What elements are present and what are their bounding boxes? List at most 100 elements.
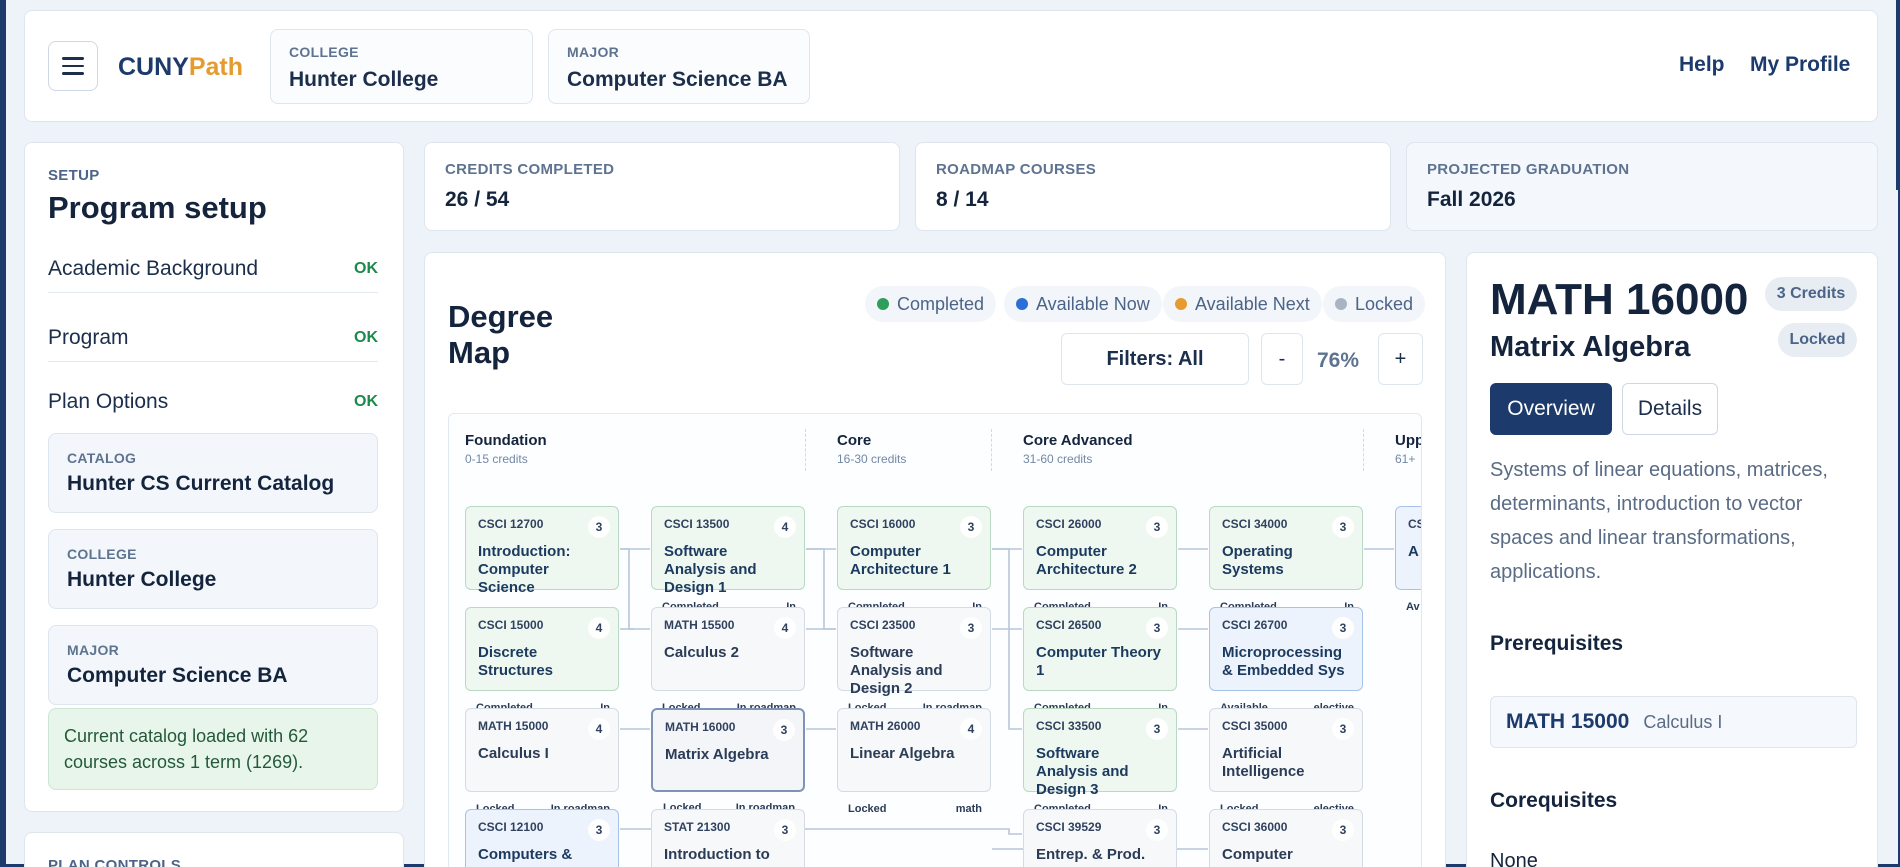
prerequisite-item[interactable]: MATH 15000 Calculus I [1490, 696, 1857, 748]
course-node-code: CSCI 12700 [478, 517, 544, 531]
course-node-credits: 3 [1332, 516, 1354, 538]
course-node-status: Av No [1406, 601, 1421, 613]
college-selector-label: COLLEGE [289, 44, 359, 60]
available-now-dot-icon [1016, 298, 1028, 310]
course-node[interactable]: MATH 16000 3 Matrix Algebra Locked In roadma… [651, 708, 805, 814]
course-node-credits: 3 [1332, 819, 1354, 841]
major-selector-value: Computer Science BA [567, 68, 788, 91]
step-plan-options[interactable]: Plan Options OK [48, 390, 378, 413]
tab-overview[interactable]: Overview [1490, 383, 1612, 435]
course-node-code: CSCI 33500 [1036, 719, 1102, 733]
course-node-name: Computer Architecture 2 [1036, 543, 1137, 578]
status-badge: OK [354, 393, 378, 410]
legend-available-next: Available Next [1163, 286, 1322, 322]
course-node-name: Software Analysis and Design 1 [664, 543, 757, 596]
legend-locked: Locked [1323, 286, 1426, 322]
course-node-name: Matrix Algebra [665, 746, 769, 763]
course-detail-panel: MATH 16000 Matrix Algebra 3 Credits Lock… [1466, 252, 1878, 867]
tab-details[interactable]: Details [1622, 383, 1718, 435]
major-selector-label: MAJOR [567, 44, 620, 60]
column-core: Core 16-30 credits [837, 432, 907, 466]
college-selector[interactable]: COLLEGE Hunter College [270, 29, 533, 104]
course-node-code: CSCI 36000 [1222, 820, 1288, 834]
zoom-in-button[interactable]: + [1378, 333, 1423, 385]
available-next-dot-icon [1175, 298, 1187, 310]
stat-projected-graduation: PROJECTED GRADUATION Fall 2026 [1406, 142, 1878, 231]
course-node[interactable]: CSCI 26700 3 Microprocessing & Embedded Sy… [1209, 607, 1363, 714]
degree-map-panel: Degree Map Completed Available Now Avail… [424, 252, 1446, 867]
plan-controls-panel: PLAN CONTROLS [24, 832, 404, 867]
degree-map-canvas[interactable]: Foundation 0-15 credits Core 16-30 credits… [448, 413, 1422, 867]
course-node-name: Artificial Intelligence [1222, 745, 1305, 780]
course-node-status: Locked math [848, 803, 982, 815]
course-node-name: Operating Systems [1222, 543, 1293, 578]
course-node[interactable]: CSCI 33500 3 Software Analysis and Design … [1023, 708, 1177, 815]
column-upper: Upp 61+ [1395, 432, 1422, 466]
course-node-name: Computer Theory 1 [1036, 644, 1162, 679]
step-program[interactable]: Program OK [48, 314, 378, 362]
course-node-code: MATH 16000 [665, 720, 736, 734]
help-link[interactable]: Help [1679, 53, 1725, 76]
zoom-out-button[interactable]: - [1261, 333, 1303, 385]
corequisites-value: None [1490, 850, 1538, 867]
course-node-credits: 4 [774, 617, 796, 639]
course-node-name: Computer Architecture 1 [850, 543, 951, 578]
course-node-code: CSCI 34000 [1222, 517, 1288, 531]
course-description: Systems of linear equations, matrices, d… [1490, 459, 1828, 583]
legend-completed: Completed [865, 286, 997, 322]
legend-available-now: Available Now [1004, 286, 1162, 322]
brand-logo[interactable]: CUNYPath [118, 53, 244, 81]
course-node[interactable]: CSCI 39529 3 Entrep. & Prod. [1023, 809, 1177, 867]
status-badge: Locked [1778, 323, 1857, 357]
course-node-credits: 3 [1146, 819, 1168, 841]
filters-button[interactable]: Filters: All [1061, 333, 1249, 385]
course-node-name: Introduction: Computer Science [478, 543, 571, 596]
column-foundation: Foundation 0-15 credits [465, 432, 547, 466]
top-bar: CUNYPath COLLEGE Hunter College MAJOR Co… [24, 10, 1878, 122]
catalog-card[interactable]: CATALOG Hunter CS Current Catalog [48, 433, 378, 513]
course-node-code: MATH 15500 [664, 618, 735, 632]
course-node[interactable]: STAT 21300 3 Introduction to [651, 809, 805, 867]
stat-credits-completed: CREDITS COMPLETED 26 / 54 [424, 142, 900, 231]
course-node[interactable]: CS A A Av No [1395, 506, 1421, 613]
major-selector[interactable]: MAJOR Computer Science BA [548, 29, 810, 104]
column-core-advanced: Core Advanced 31-60 credits [1023, 432, 1133, 466]
course-node-credits: 3 [773, 719, 795, 741]
step-academic-background[interactable]: Academic Background OK [48, 245, 378, 293]
setup-eyebrow: SETUP [48, 167, 100, 184]
course-node[interactable]: MATH 26000 4 Linear Algebra Locked math [837, 708, 991, 815]
course-node-name: Entrep. & Prod. [1036, 846, 1146, 863]
college-card[interactable]: COLLEGE Hunter College [48, 529, 378, 609]
zoom-level: 76% [1317, 349, 1360, 372]
course-node-credits: 4 [588, 718, 610, 740]
course-node[interactable]: CSCI 12700 3 Introduction: Computer Scienc… [465, 506, 619, 596]
course-node[interactable]: CSCI 12100 3 Computers & [465, 809, 619, 867]
course-node-name: Discrete Structures [478, 644, 554, 679]
course-node[interactable]: CSCI 23500 3 Software Analysis and Design … [837, 607, 991, 714]
course-node-code: CSCI 26700 [1222, 618, 1288, 632]
course-node[interactable]: CSCI 13500 4 Software Analysis and Design … [651, 506, 805, 613]
course-node-code: CSCI 16000 [850, 517, 916, 531]
course-node-code: CSCI 23500 [850, 618, 916, 632]
course-node-credits: 3 [774, 819, 796, 841]
course-node[interactable]: CSCI 36000 3 Computer [1209, 809, 1363, 867]
course-node-credits: 3 [1146, 617, 1168, 639]
course-node-code: CSCI 13500 [664, 517, 730, 531]
course-node-code: CSCI 39529 [1036, 820, 1102, 834]
major-card[interactable]: MAJOR Computer Science BA [48, 625, 378, 705]
course-node-credits: 4 [960, 718, 982, 740]
catalog-notice: Current catalog loaded with 62 courses a… [48, 708, 378, 790]
status-badge: OK [354, 328, 378, 346]
menu-button[interactable] [48, 41, 98, 91]
course-node-credits: 3 [1332, 718, 1354, 740]
locked-dot-icon [1335, 298, 1347, 310]
my-profile-link[interactable]: My Profile [1750, 53, 1851, 76]
